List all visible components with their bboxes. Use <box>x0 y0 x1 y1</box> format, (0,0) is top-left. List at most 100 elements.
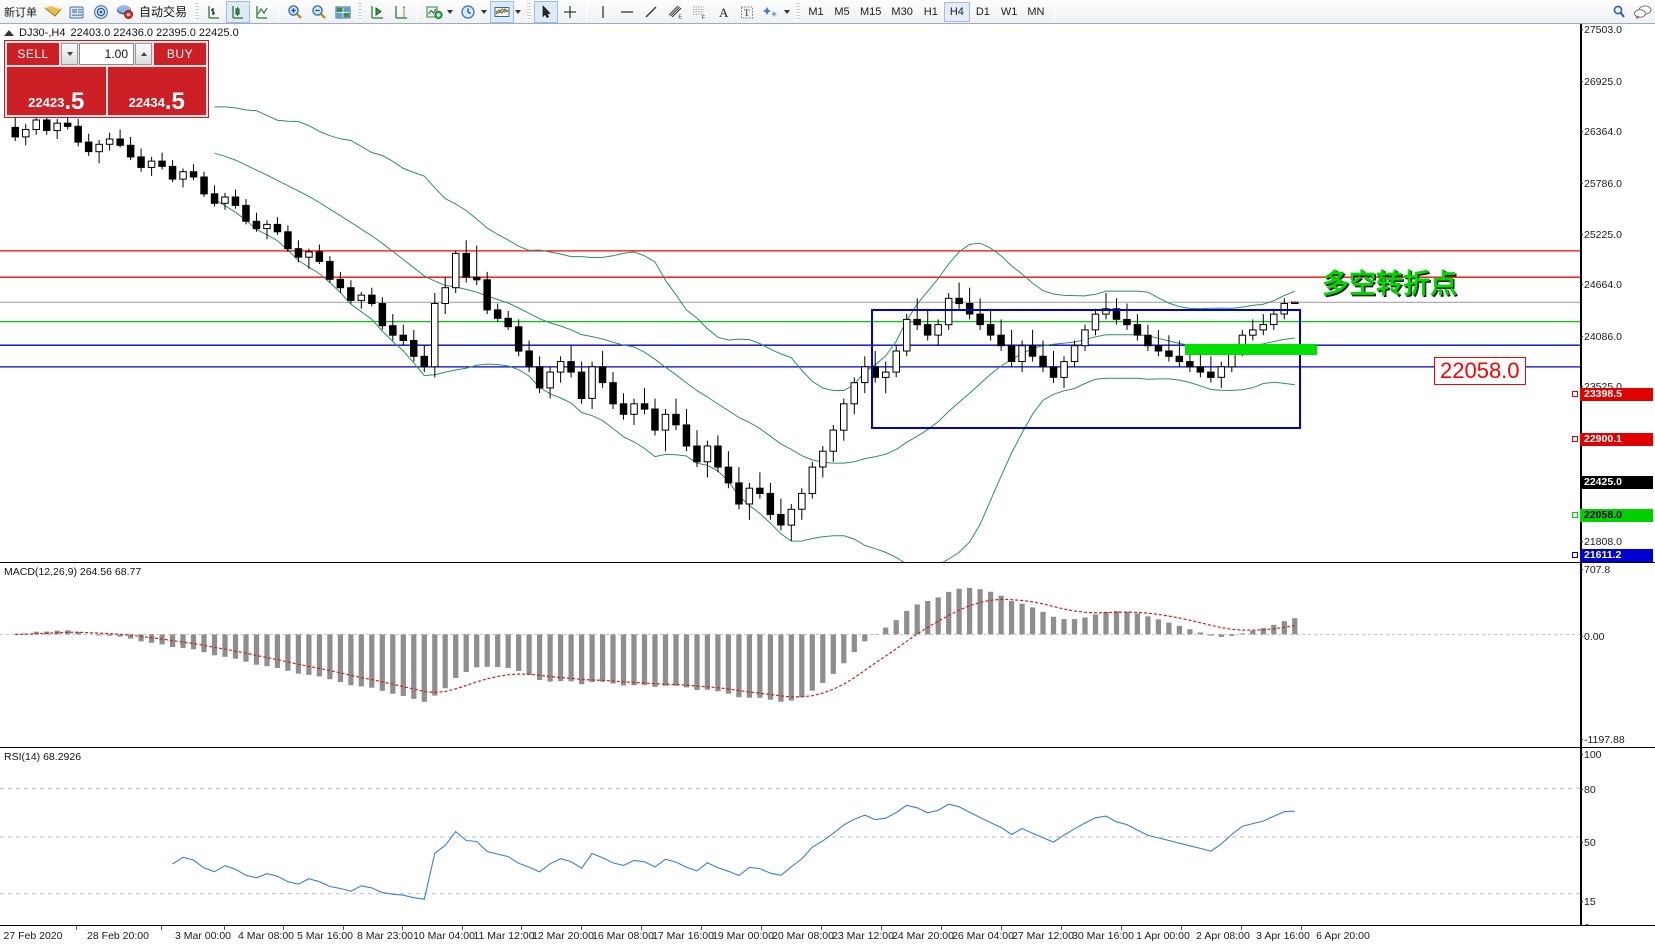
timeframe-m30[interactable]: M30 <box>891 5 913 18</box>
timeframe-m1[interactable]: M1 <box>808 5 824 18</box>
zoom-in-icon[interactable] <box>283 1 307 23</box>
auto-scroll-icon[interactable] <box>365 1 389 23</box>
sell-button[interactable]: SELL <box>7 43 59 65</box>
vline-icon[interactable] <box>591 1 615 23</box>
time-tick-mark <box>1061 926 1062 930</box>
level-drag-handle[interactable] <box>1572 436 1578 442</box>
price-pane[interactable]: DJ30-,H4 22403.0 22436.0 22395.0 22425.0… <box>0 24 1655 905</box>
hline-icon[interactable] <box>615 1 639 23</box>
toolbar-grip-timeframes[interactable] <box>795 2 801 21</box>
sell-price-box[interactable]: 22423 .5 <box>7 67 106 115</box>
chat-icon[interactable] <box>1631 1 1655 23</box>
cursor-icon[interactable] <box>534 0 559 23</box>
shift-end-icon[interactable] <box>389 1 413 23</box>
time-tick-mark <box>402 926 403 930</box>
collapse-triangle-icon[interactable] <box>4 30 14 36</box>
level-drag-handle[interactable] <box>1572 512 1578 518</box>
level-drag-handle[interactable] <box>1572 552 1578 558</box>
new-order-button[interactable]: 新订单 <box>4 6 37 19</box>
line-chart-icon[interactable] <box>250 1 274 23</box>
timeframe-h4[interactable]: H4 <box>943 1 970 22</box>
time-tick-label: 27 Mar 12:00 <box>1012 930 1074 942</box>
objects-dropdown-caret[interactable] <box>784 9 791 14</box>
macd-pane[interactable]: MACD(12,26,9) 264.56 68.77 707.8 0.00 -119… <box>0 562 1655 747</box>
toolbar-group-zoom <box>283 0 355 24</box>
autotrading-label[interactable]: 自动交易 <box>139 5 188 19</box>
periods-icon[interactable] <box>456 1 480 23</box>
indicators-dropdown-caret[interactable] <box>447 9 454 14</box>
autotrading-icon[interactable] <box>113 1 137 23</box>
bar-chart-icon[interactable] <box>202 1 226 23</box>
toolbar-grip-shift[interactable] <box>357 2 363 21</box>
tile-windows-icon[interactable] <box>331 1 355 23</box>
timeframe-m5[interactable]: M5 <box>834 5 850 18</box>
signals-icon[interactable] <box>89 1 113 23</box>
macd-label: MACD(12,26,9) 264.56 68.77 <box>4 566 142 578</box>
price-plot <box>0 106 1580 562</box>
indicators-icon[interactable] <box>422 1 446 23</box>
pivot-price-callout[interactable]: 22058.0 <box>1434 357 1526 385</box>
price-level-chip[interactable]: 21611.2 <box>1572 549 1653 562</box>
timeframe-w1[interactable]: W1 <box>1000 5 1018 18</box>
time-axis[interactable]: 27 Feb 2020 28 Feb 20:00 3 Mar 00:00 4 Mar … <box>0 925 1655 945</box>
time-tick-mark <box>1301 926 1302 930</box>
templates-icon[interactable] <box>490 0 515 23</box>
time-tick-mark <box>941 926 942 930</box>
timeframe-d1[interactable]: D1 <box>975 5 990 18</box>
consolidation-rectangle[interactable] <box>871 309 1301 429</box>
volume-decrease-button[interactable] <box>61 43 78 65</box>
buy-price-box[interactable]: 22434 .5 <box>107 67 206 115</box>
macd-tick: 707.8 <box>1579 564 1611 576</box>
time-tick-label: 23 Mar 12:00 <box>832 930 894 942</box>
rsi-tick: 100 <box>1580 749 1602 761</box>
time-tick-label: 6 Apr 20:00 <box>1316 930 1370 942</box>
text-icon[interactable]: A <box>711 1 735 23</box>
fibonacci-icon[interactable]: F <box>687 1 711 23</box>
templates-dropdown-caret[interactable] <box>515 9 522 14</box>
buy-button[interactable]: BUY <box>154 43 206 65</box>
ohlc-values: 22403.0 22436.0 22395.0 22425.0 <box>70 27 239 39</box>
time-tick-mark <box>76 926 77 930</box>
objects-icon[interactable] <box>759 1 783 23</box>
pivot-zone-highlight[interactable] <box>1185 344 1317 355</box>
turning-point-annotation[interactable]: 多空转折点 <box>1322 269 1457 300</box>
trendline-icon[interactable] <box>639 1 663 23</box>
price-tick: 25786.0 <box>1580 178 1622 190</box>
volume-stepper[interactable]: 1.00 <box>61 43 152 65</box>
price-level-chip[interactable]: 22425.0 <box>1580 476 1653 489</box>
crosshair-icon[interactable] <box>558 1 582 23</box>
time-tick-mark <box>462 926 463 930</box>
one-click-trading-panel[interactable]: SELL 1.00 BUY 22423 .5 22434 .5 <box>4 40 209 118</box>
rsi-axis[interactable]: 1008050150 <box>1580 748 1655 933</box>
volume-increase-button[interactable] <box>135 43 152 65</box>
news-icon[interactable] <box>65 1 89 23</box>
chart-canvas[interactable]: DJ30-,H4 22403.0 22436.0 22395.0 22425.0… <box>0 24 1655 945</box>
macd-axis[interactable]: 707.8 0.00 -1197.88 <box>1579 563 1655 747</box>
time-tick-label: 10 Mar 04:00 <box>413 930 475 942</box>
folder-icon[interactable] <box>41 1 65 23</box>
price-level-chip[interactable]: 22058.0 <box>1572 509 1653 522</box>
volume-input[interactable]: 1.00 <box>79 43 134 65</box>
time-tick-mark <box>521 926 522 930</box>
timeframe-mn[interactable]: MN <box>1027 5 1045 18</box>
toolbar-grip-charttype[interactable] <box>194 2 200 21</box>
timeframe-h1[interactable]: H1 <box>923 5 938 18</box>
toolbar-sep-3 <box>586 2 588 21</box>
rsi-pane[interactable]: RSI(14) 68.2926 1008050150 <box>0 747 1655 933</box>
toolbar-grip-draw[interactable] <box>526 2 532 21</box>
periods-dropdown-caret[interactable] <box>481 9 488 14</box>
textlabel-icon[interactable]: T <box>735 1 759 23</box>
time-tick-label: 19 Mar 00:00 <box>712 930 774 942</box>
time-tick-label: 16 Mar 08:00 <box>592 930 654 942</box>
equidistant-channel-icon[interactable]: E <box>663 1 687 23</box>
zoom-out-icon[interactable] <box>307 1 331 23</box>
level-drag-handle[interactable] <box>1572 391 1578 397</box>
search-icon[interactable] <box>1607 1 1631 23</box>
time-tick-label: 3 Mar 00:00 <box>174 930 232 942</box>
timeframe-m15[interactable]: M15 <box>860 5 882 18</box>
price-axis[interactable]: 27503.0 26925.0 26364.0 25786.0 25225.0 24664… <box>1572 24 1655 905</box>
price-level-chip[interactable]: 23398.5 <box>1572 388 1653 401</box>
candlestick-chart-icon[interactable] <box>226 0 251 23</box>
price-level-chip[interactable]: 22900.1 <box>1572 433 1653 446</box>
